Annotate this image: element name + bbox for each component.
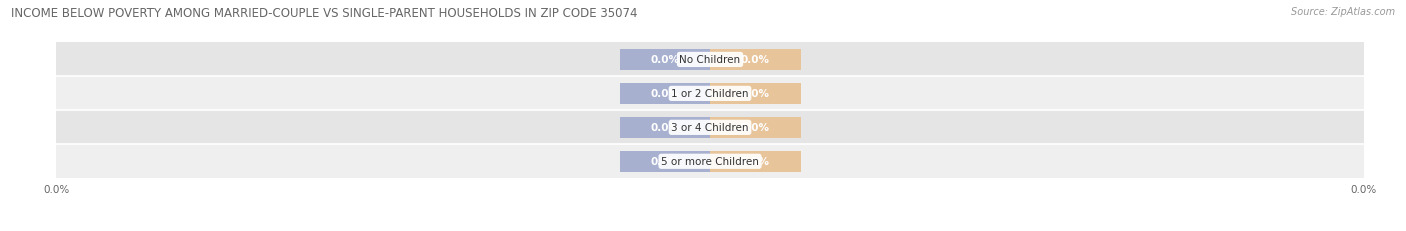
Bar — [56, 43, 1364, 77]
Bar — [710, 83, 800, 104]
Text: 3 or 4 Children: 3 or 4 Children — [671, 123, 749, 133]
Bar — [620, 50, 710, 71]
Text: INCOME BELOW POVERTY AMONG MARRIED-COUPLE VS SINGLE-PARENT HOUSEHOLDS IN ZIP COD: INCOME BELOW POVERTY AMONG MARRIED-COUPL… — [11, 7, 638, 20]
Bar — [710, 50, 800, 71]
Text: 0.0%: 0.0% — [650, 55, 679, 65]
Bar — [56, 111, 1364, 145]
Bar — [56, 77, 1364, 111]
Legend: Married Couples, Single Parents: Married Couples, Single Parents — [602, 229, 818, 231]
Text: 0.0%: 0.0% — [741, 123, 770, 133]
Text: 0.0%: 0.0% — [741, 55, 770, 65]
Text: Source: ZipAtlas.com: Source: ZipAtlas.com — [1291, 7, 1395, 17]
Bar — [710, 151, 800, 172]
Text: 0.0%: 0.0% — [650, 157, 679, 167]
Bar — [710, 117, 800, 138]
Bar — [620, 117, 710, 138]
Text: 0.0%: 0.0% — [741, 89, 770, 99]
Text: No Children: No Children — [679, 55, 741, 65]
Bar — [56, 145, 1364, 179]
Text: 0.0%: 0.0% — [650, 89, 679, 99]
Text: 0.0%: 0.0% — [741, 157, 770, 167]
Text: 5 or more Children: 5 or more Children — [661, 157, 759, 167]
Text: 1 or 2 Children: 1 or 2 Children — [671, 89, 749, 99]
Text: 0.0%: 0.0% — [650, 123, 679, 133]
Bar — [620, 83, 710, 104]
Bar — [620, 151, 710, 172]
